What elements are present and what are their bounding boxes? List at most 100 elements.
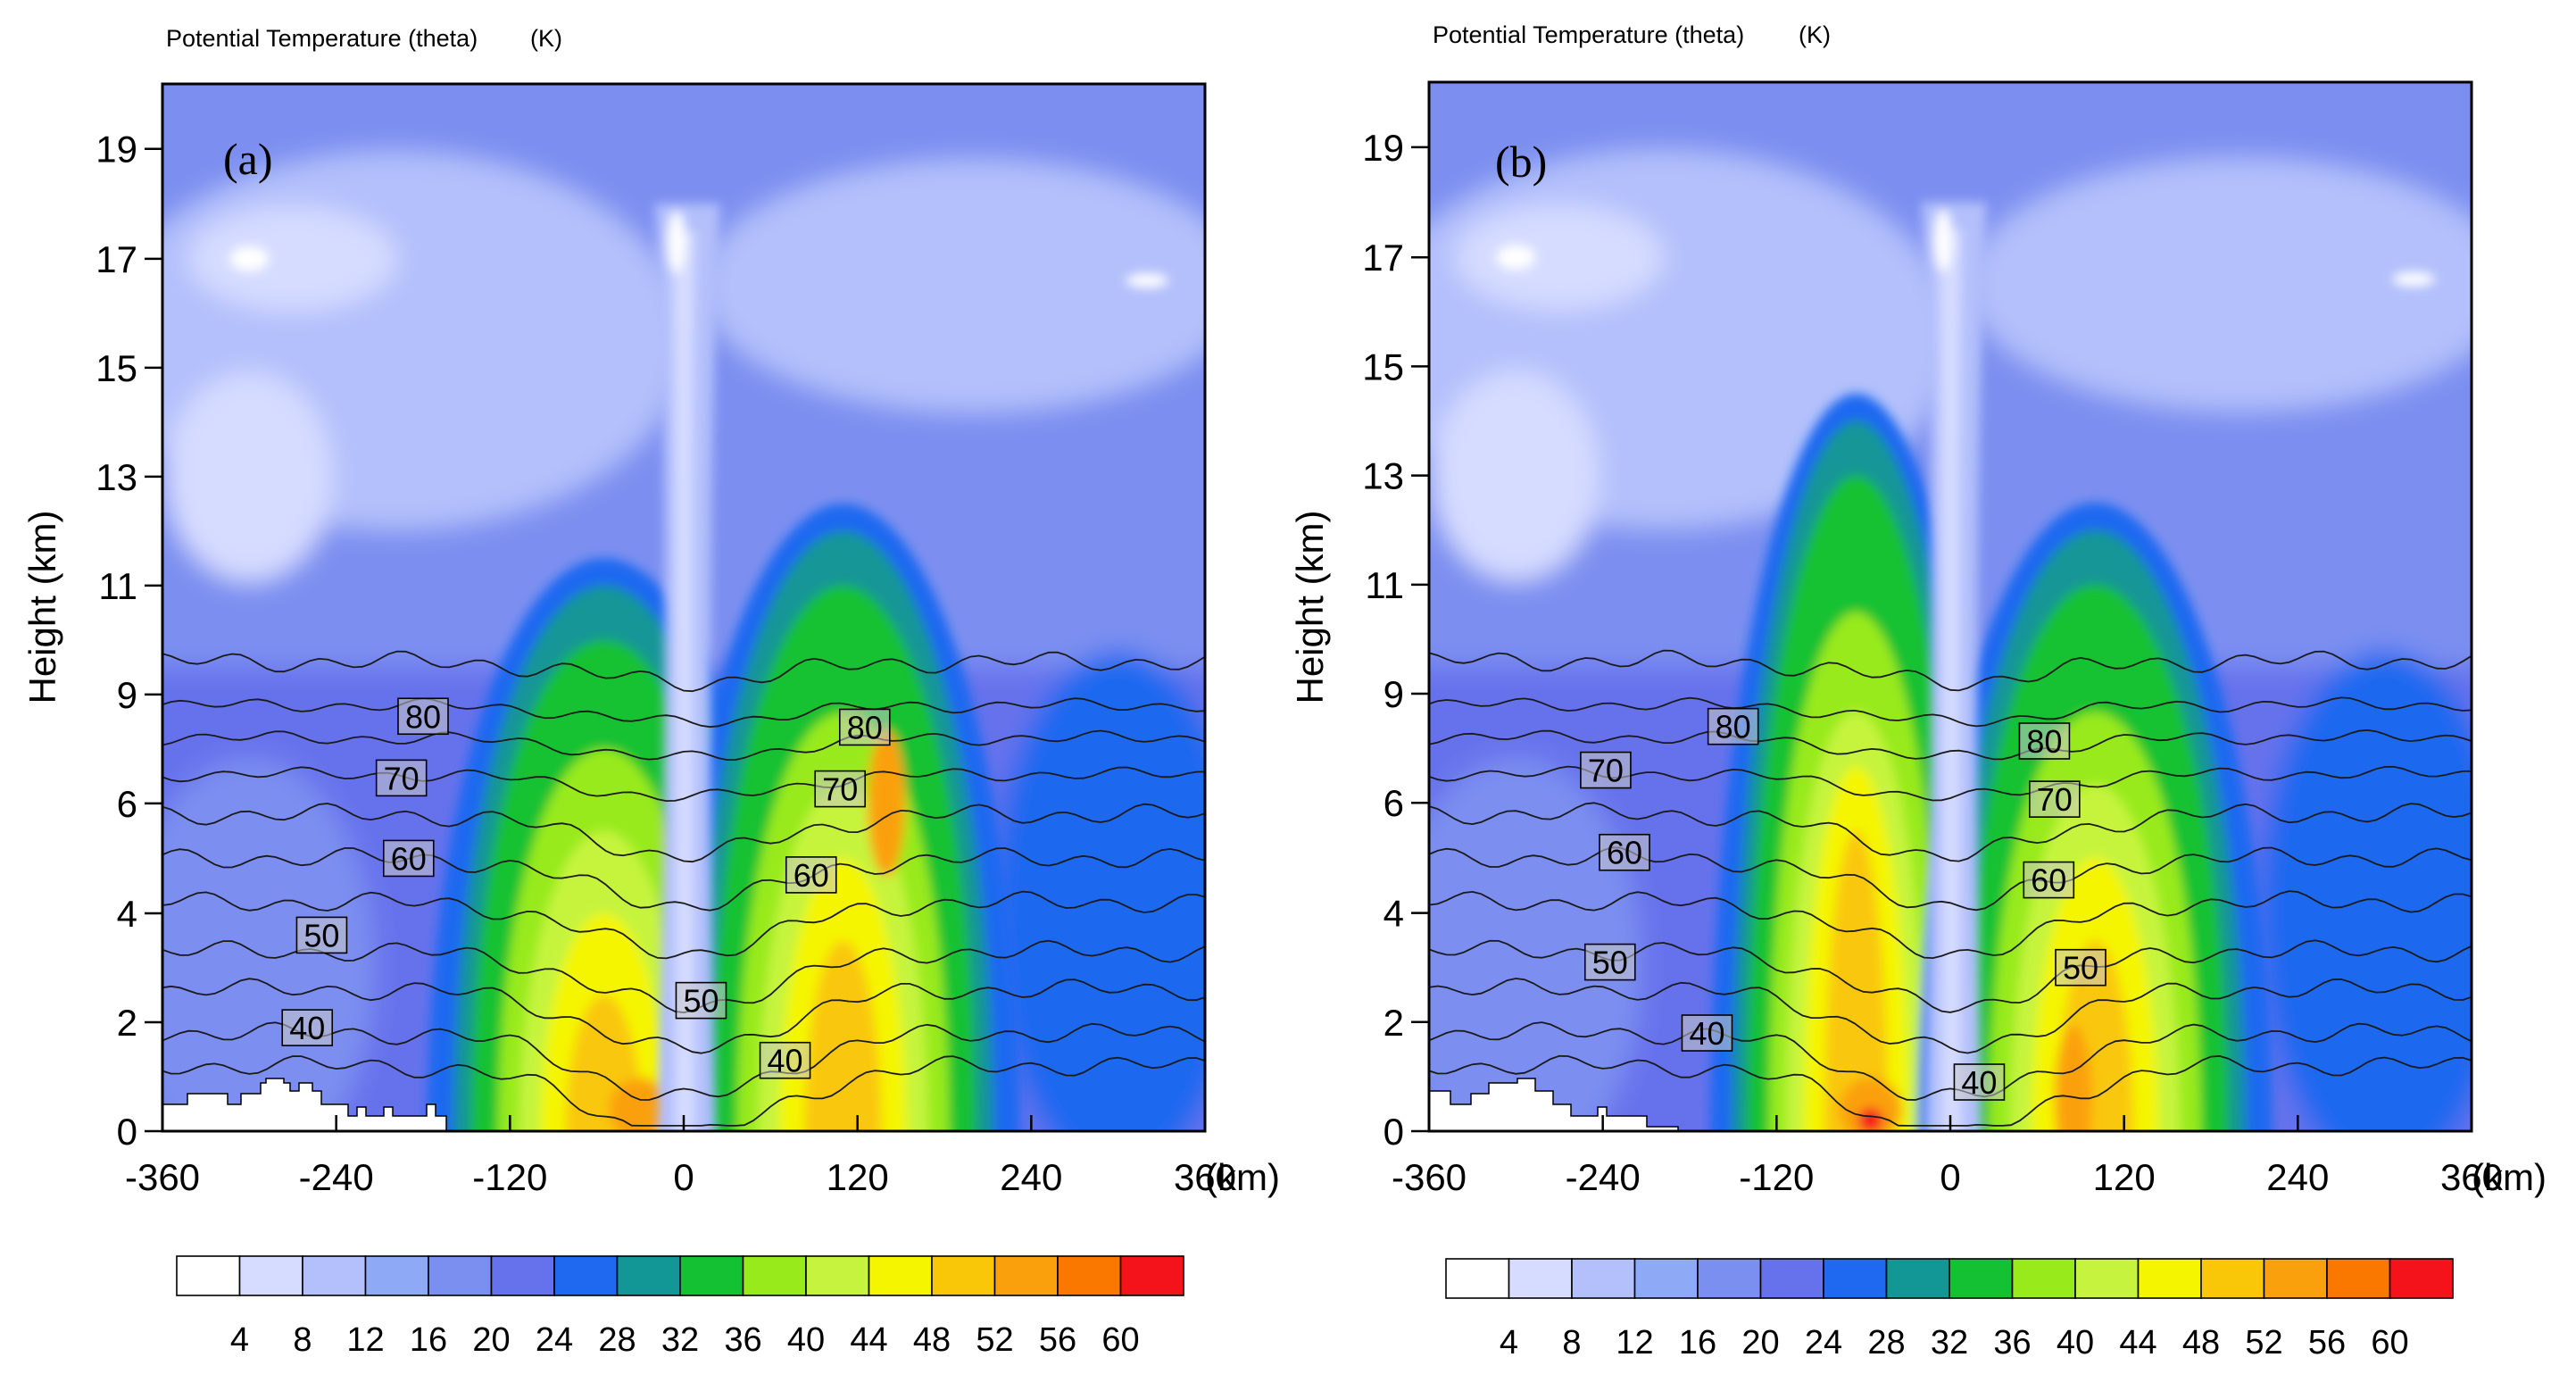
contour-label-box	[1580, 751, 1632, 789]
theta-contour-line	[162, 890, 1205, 960]
colorbar-tick-label: 4	[230, 1321, 249, 1359]
colorbar-tick-label: 28	[598, 1321, 636, 1359]
contour-label: 60	[785, 856, 837, 894]
contour-label-text: 50	[303, 917, 339, 953]
x-tick-label: 0	[1940, 1156, 1960, 1198]
y-tick-label: 15	[96, 347, 137, 389]
colorbar-tick-label: 56	[2308, 1324, 2346, 1362]
colorbar-tick-label: 24	[1805, 1324, 1842, 1362]
y-tick-label: 19	[96, 129, 137, 171]
colorbar-tick-label: 24	[536, 1321, 573, 1359]
colorbar-tick-label: 20	[472, 1321, 510, 1359]
theta-contour-line	[162, 846, 1205, 912]
contour-label-text: 60	[2031, 862, 2066, 899]
x-tick-label: -360	[1392, 1156, 1467, 1198]
contour-label-text: 70	[384, 760, 420, 796]
colorbar-swatch	[1508, 1258, 1573, 1299]
colorbar-swatch	[364, 1255, 429, 1296]
colorbar-tick-label: 12	[346, 1321, 384, 1359]
contour-label-box	[838, 708, 891, 746]
theta-contour-line	[162, 729, 1205, 762]
theta-contour-line	[1429, 649, 2472, 692]
contour-label-box	[1599, 833, 1650, 871]
panel-b-label: (b)	[1495, 137, 1547, 187]
colorbar-swatch	[1633, 1258, 1699, 1299]
contour-label-box	[675, 981, 727, 1020]
panel-a-label: (a)	[223, 134, 273, 184]
colorbar-tick-label: 40	[787, 1321, 825, 1359]
panel-a-ylabel: Height (km)	[21, 510, 63, 704]
colorbar-swatch	[1823, 1258, 1888, 1299]
colorbar-swatch	[931, 1255, 996, 1296]
contour-label: 60	[1599, 833, 1650, 871]
colorbar-a: 4 8 12 16 20 24 28 32 36 40 44 48 52 56 60	[176, 1255, 1184, 1359]
contour-label-box	[814, 770, 867, 808]
contour-label: 60	[382, 839, 435, 877]
colorbar-tick-label: 16	[410, 1321, 447, 1359]
y-tick-label: 2	[117, 1002, 137, 1044]
contour-label: 60	[2023, 861, 2075, 899]
colorbar-tick-label: 60	[2371, 1324, 2408, 1362]
contour-label-text: 60	[391, 840, 427, 877]
colorbar-swatch	[993, 1255, 1059, 1296]
contour-label: 70	[814, 770, 867, 808]
y-tick-label: 11	[1365, 564, 1404, 606]
colorbar-swatch	[2389, 1258, 2454, 1299]
contour-label-box	[2055, 948, 2107, 987]
x-tick-label: 120	[827, 1156, 889, 1198]
colorbar-swatch	[302, 1255, 367, 1296]
y-tick-label: 4	[1384, 893, 1404, 935]
colorbar-swatch	[2074, 1258, 2140, 1299]
colorbar-swatch	[616, 1255, 681, 1296]
colorbar-swatch	[176, 1255, 241, 1296]
panel-a: Potential Temperature (theta) (K) 405060…	[21, 25, 1280, 1198]
colorbar-tick-label: 44	[850, 1321, 887, 1359]
contour-label: 70	[1580, 751, 1632, 789]
colorbar-tick-label: 36	[1993, 1324, 2031, 1362]
x-tick-label: -240	[1566, 1156, 1641, 1198]
x-tick-label: 240	[2266, 1156, 2329, 1198]
x-tick-label: 0	[673, 1156, 694, 1198]
x-tick-label: -120	[472, 1156, 547, 1198]
panel-a-contours: 40 50 60 70 80 50 40 60 70 80	[162, 650, 1205, 1127]
contour-label-text: 40	[1689, 1015, 1724, 1052]
colorbar-tick-label: 28	[1867, 1324, 1905, 1362]
colorbar-swatch	[1571, 1258, 1636, 1299]
y-tick-label: 17	[96, 238, 137, 280]
x-tick-label: 360	[2440, 1156, 2503, 1198]
colorbar-swatch	[490, 1255, 555, 1296]
colorbar-swatch	[2137, 1258, 2202, 1299]
contour-label-box	[1953, 1063, 2006, 1101]
contour-label-text: 70	[2037, 781, 2073, 818]
contour-label-text: 80	[1716, 709, 1751, 745]
theta-contour-line	[162, 650, 1205, 693]
contour-label: 50	[1583, 943, 1636, 981]
panel-b-contours: 40 50 60 70 80 40 50 60 70 80	[1429, 649, 2472, 1127]
y-tick-label: 6	[117, 783, 137, 825]
y-tick-label: 0	[117, 1111, 137, 1153]
y-tick-label: 2	[1384, 1002, 1404, 1044]
x-tick-label: -240	[299, 1156, 374, 1198]
contour-label-box	[2029, 780, 2081, 818]
x-tick-label: -360	[125, 1156, 200, 1198]
y-tick-label: 17	[1362, 237, 1404, 279]
contour-label-box	[375, 759, 428, 797]
theta-contour-line	[1429, 802, 2472, 862]
panel-a-terrain	[162, 1078, 447, 1132]
theta-contour-line	[162, 803, 1205, 863]
contour-label-text: 50	[1592, 945, 1628, 981]
panel-b-axes: -360 -240 -120 0 120 240 360 0 2 4 6 9 11 13 15 17 19	[1362, 127, 2503, 1198]
panel-b-xlabel: (km)	[2472, 1156, 2547, 1198]
colorbar-swatch	[2326, 1258, 2391, 1299]
colorbar-swatch	[805, 1255, 870, 1296]
colorbar-tick-label: 8	[1562, 1324, 1581, 1362]
contour-label: 40	[281, 1009, 334, 1046]
contour-label-box	[2018, 722, 2071, 760]
colorbar-tick-label: 48	[913, 1321, 951, 1359]
x-tick-label: 360	[1174, 1156, 1236, 1198]
contour-label: 70	[375, 759, 428, 797]
theta-contour-line	[1429, 696, 2472, 728]
x-tick-label: -120	[1739, 1156, 1814, 1198]
y-tick-label: 0	[1384, 1111, 1404, 1153]
